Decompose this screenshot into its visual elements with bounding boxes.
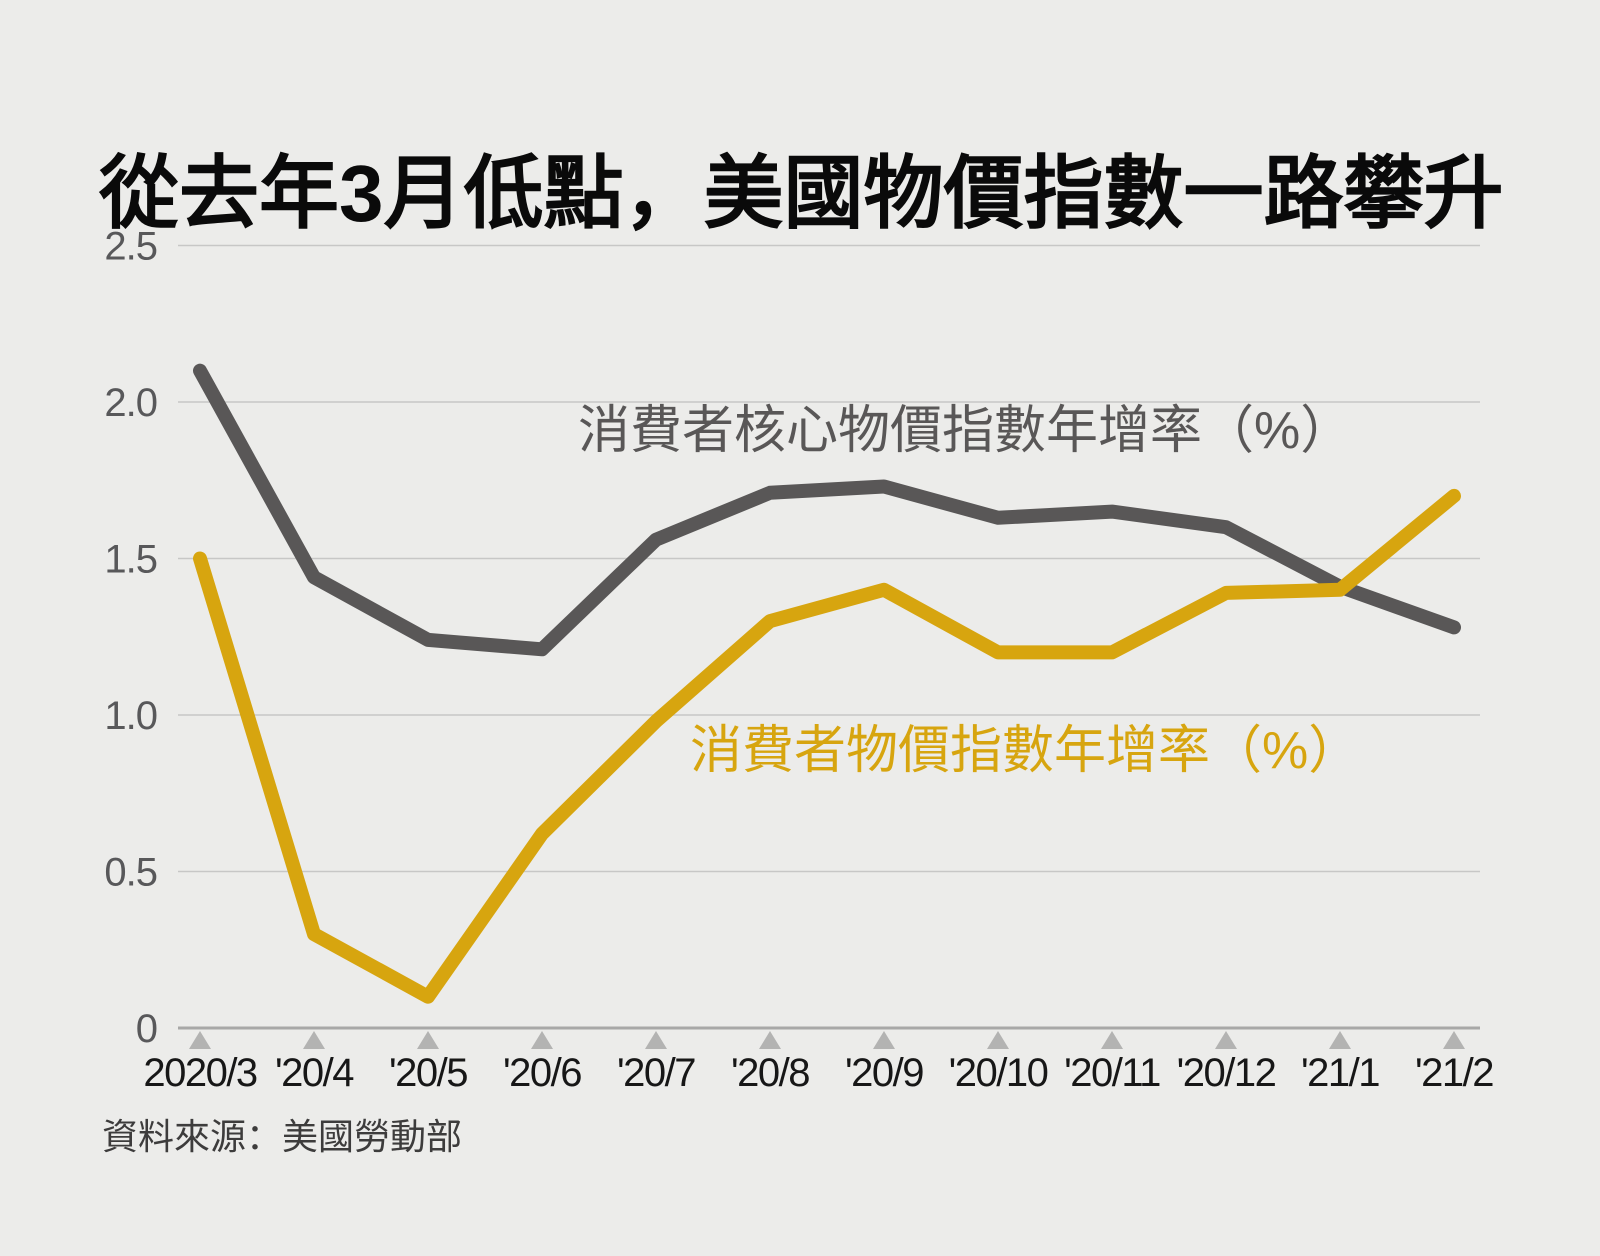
x-tick-label: 2020/3 [143,1051,257,1095]
tick-marker-triangle-icon [417,1031,439,1049]
x-tick-label: '20/7 [617,1051,695,1095]
tick-marker-triangle-icon [189,1031,211,1049]
y-tick-label: 2.0 [104,381,157,425]
series-label-cpi: 消費者物價指數年增率（%） [690,722,1361,780]
tick-marker-triangle-icon [1329,1031,1351,1049]
x-tick-label: '21/1 [1301,1051,1379,1095]
x-tick-label: '20/8 [731,1051,809,1095]
tick-marker-triangle-icon [873,1031,895,1049]
y-tick-label: 2.5 [104,225,157,269]
y-tick-label: 1.0 [104,694,157,738]
series-label-core-cpi: 消費者核心物價指數年增率（%） [578,402,1353,460]
series-line-core-cpi [193,363,1461,657]
tick-marker-triangle-icon [303,1031,325,1049]
tick-marker-triangle-icon [531,1031,553,1049]
x-tick-label: '20/11 [1064,1051,1160,1095]
y-tick-label: 0.5 [104,851,157,895]
x-tick-label: '20/4 [275,1051,354,1095]
x-tick-label: '20/9 [845,1051,923,1095]
tick-marker-triangle-icon [1443,1031,1465,1049]
x-tick-label: '21/2 [1415,1051,1493,1095]
y-tick-label: 1.5 [104,538,157,582]
tick-marker-triangle-icon [759,1031,781,1049]
tick-marker-triangle-icon [1101,1031,1123,1049]
tick-marker-triangle-icon [987,1031,1009,1049]
tick-marker-triangle-icon [1215,1031,1237,1049]
y-tick-label: 0 [136,1007,157,1051]
x-tick-label: '20/5 [389,1051,467,1095]
chart-title: 從去年3月低點，美國物價指數一路攀升 [99,148,1504,238]
series-line-cpi [193,488,1461,1004]
source-note: 資料來源：美國勞動部 [102,1116,463,1157]
x-tick-label: '20/12 [1177,1051,1276,1095]
tick-marker-triangle-icon [645,1031,667,1049]
x-tick-label: '20/6 [503,1051,581,1095]
x-tick-label: '20/10 [949,1051,1048,1095]
